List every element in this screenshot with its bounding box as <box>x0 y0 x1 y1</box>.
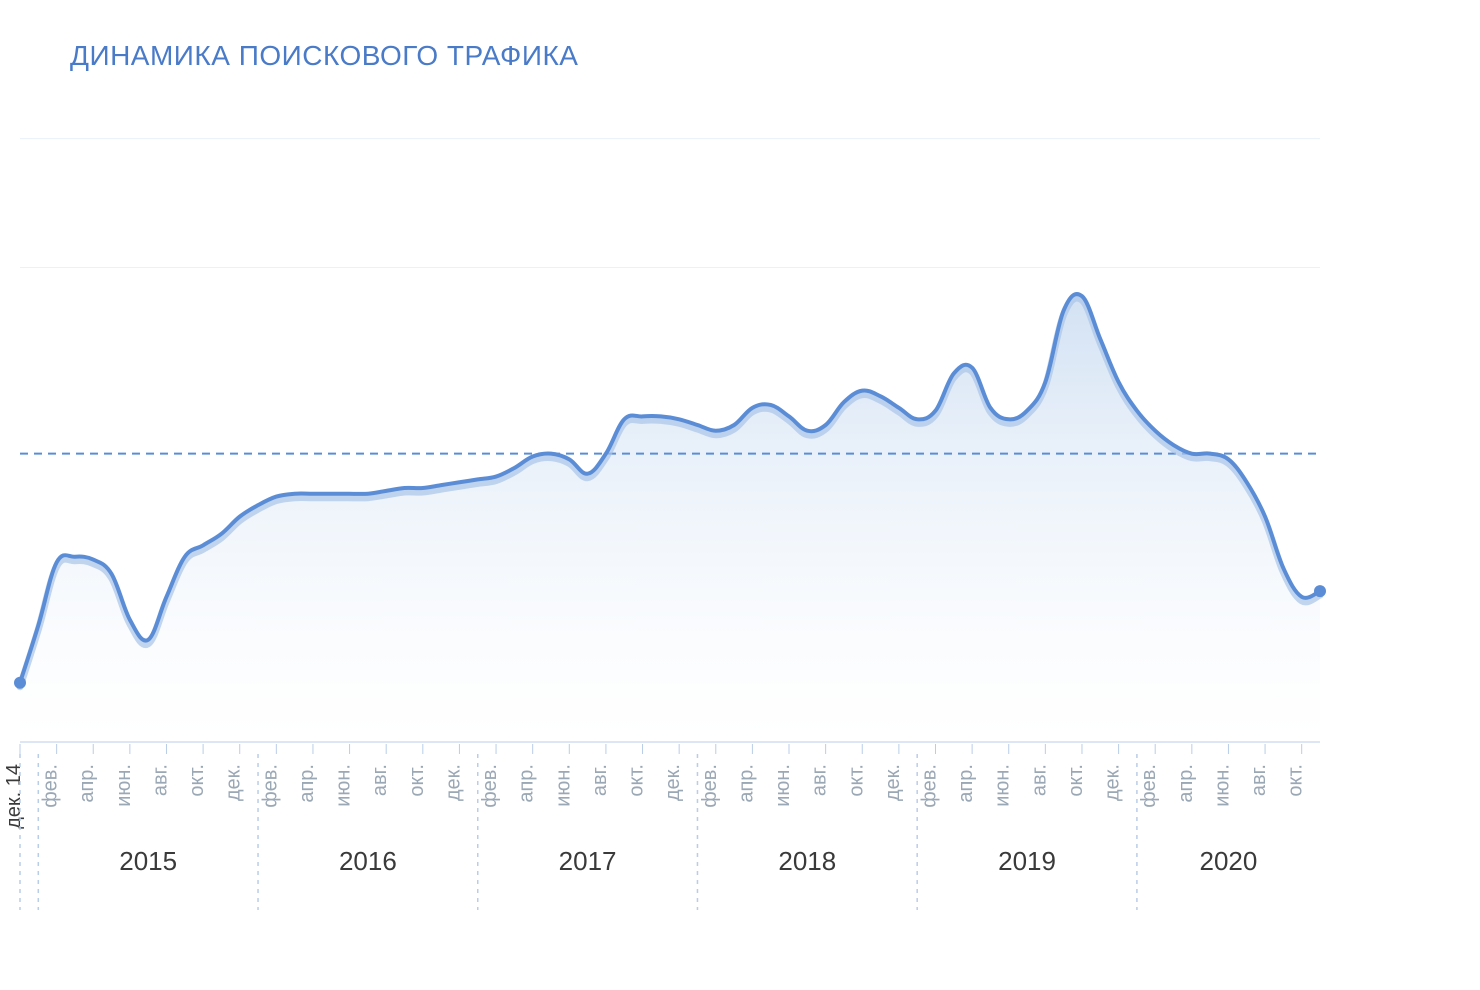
month-tick-label: авг. <box>1028 764 1050 796</box>
month-tick-label: дек. <box>1102 764 1124 801</box>
area-fill <box>20 294 1320 740</box>
endpoint-marker <box>1314 585 1326 597</box>
month-tick-label: фев. <box>259 764 281 808</box>
month-tick-label: дек. <box>662 764 684 801</box>
month-tick-label: окт. <box>406 764 428 797</box>
year-label: 2017 <box>559 846 617 876</box>
month-tick-label: фев. <box>918 764 940 808</box>
month-tick-label: авг. <box>1248 764 1270 796</box>
month-tick-label: авг. <box>589 764 611 796</box>
month-tick-label: окт. <box>186 764 208 797</box>
month-tick-label: фев. <box>40 764 62 808</box>
month-tick-label: апр. <box>296 764 318 803</box>
year-label: 2020 <box>1200 846 1258 876</box>
month-tick-label: окт. <box>1065 764 1087 797</box>
month-tick-label: июн. <box>1211 764 1233 807</box>
month-tick-label: апр. <box>1175 764 1197 803</box>
month-tick-label: дек. <box>223 764 245 801</box>
month-tick-label: авг. <box>369 764 391 796</box>
month-tick-label: июн. <box>992 764 1014 807</box>
traffic-area-chart: дек. 14 фев. апр. июн. авг. окт. дек. фев. апр. и… <box>0 0 1480 990</box>
month-tick-label: авг. <box>809 764 831 796</box>
month-tick-label: июн. <box>113 764 135 807</box>
month-tick-label: фев. <box>479 764 501 808</box>
month-tick-label: апр. <box>516 764 538 803</box>
year-label: 2015 <box>119 846 177 876</box>
month-tick-label: дек. <box>442 764 464 801</box>
month-tick-label: июн. <box>552 764 574 807</box>
month-tick-label: апр. <box>735 764 757 803</box>
month-tick-label: фев. <box>699 764 721 808</box>
chart-page: ДИНАМИКА ПОИСКОВОГО ТРАФИКА дек. 14 фев. а… <box>0 0 1480 990</box>
endpoint-marker <box>14 677 26 689</box>
year-label: 2018 <box>778 846 836 876</box>
month-tick-label: дек. <box>882 764 904 801</box>
month-tick-label: фев. <box>1138 764 1160 808</box>
month-tick-label: окт. <box>845 764 867 797</box>
month-tick-label: дек. 14 <box>3 764 25 829</box>
month-tick-label: июн. <box>772 764 794 807</box>
chart-title: ДИНАМИКА ПОИСКОВОГО ТРАФИКА <box>70 40 578 72</box>
month-tick-label: окт. <box>1285 764 1307 797</box>
month-tick-label: июн. <box>333 764 355 807</box>
month-tick-label: авг. <box>149 764 171 796</box>
month-tick-label: апр. <box>76 764 98 803</box>
month-tick-label: апр. <box>955 764 977 803</box>
year-label: 2016 <box>339 846 397 876</box>
month-tick-label: окт. <box>626 764 648 797</box>
year-label: 2019 <box>998 846 1056 876</box>
